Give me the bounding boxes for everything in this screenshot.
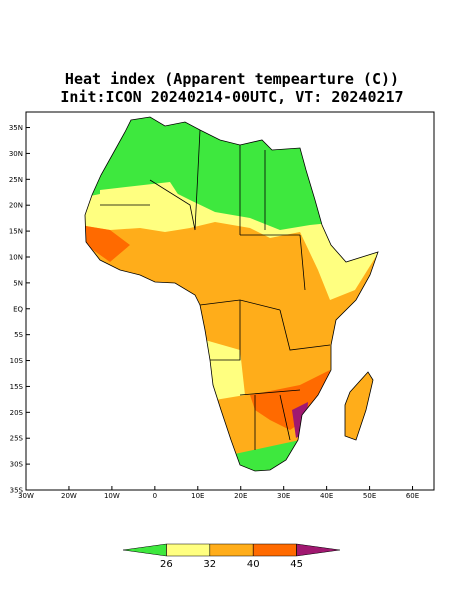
africa-coast	[84, 116, 379, 472]
map-subtitle: Init:ICON 20240214-00UTC, VT: 20240217	[60, 88, 403, 106]
colorbar-swatch	[122, 543, 167, 557]
y-tick-label: 20N	[9, 202, 23, 210]
map-title: Heat index (Apparent tempearture (C))	[65, 70, 399, 88]
y-tick-label: 15S	[10, 383, 24, 391]
x-tick-label: 20E	[234, 492, 247, 500]
madagascar	[344, 371, 374, 441]
y-tick-label: 5N	[13, 279, 23, 287]
y-tick-label: 30S	[10, 461, 24, 469]
colorbar-label: 40	[247, 559, 260, 570]
field-hot-west	[85, 225, 130, 262]
colorbar-swatch	[296, 543, 341, 557]
map-frame	[25, 111, 435, 491]
colorbar-swatch	[252, 543, 297, 557]
x-tick-label: 20W	[61, 492, 77, 500]
field-yellow-angola	[205, 340, 245, 400]
y-tick-label: 5S	[14, 331, 23, 339]
y-tick-label: 20S	[10, 409, 24, 417]
y-tick-label: 10S	[10, 357, 24, 365]
y-tick-label: 30N	[9, 150, 23, 158]
y-tick-label: 25S	[10, 435, 24, 443]
x-tick-label: 60E	[406, 492, 419, 500]
colorbar-swatch	[166, 543, 211, 557]
boundaries	[84, 116, 379, 472]
colorbar-label: 26	[160, 559, 173, 570]
y-tick-label: 15N	[9, 228, 23, 236]
x-tick-label: 30E	[277, 492, 290, 500]
colorbar-swatch	[209, 543, 254, 557]
axis-ticks: 30W 20W 10W 0 10E 20E 30E 40E 50E 60E 35N 30N 25N 20N…	[9, 124, 419, 500]
x-tick-label: 10W	[104, 492, 120, 500]
x-tick-label: 30W	[18, 492, 34, 500]
y-tick-label: 35S	[10, 487, 24, 495]
colorbar: 26 32 40 45	[122, 543, 341, 570]
x-tick-label: 40E	[320, 492, 333, 500]
colorbar-label: 32	[203, 559, 216, 570]
y-tick-label: 10N	[9, 253, 23, 261]
field-hot	[250, 370, 330, 430]
x-tick-label: 0	[153, 492, 157, 500]
country-borders	[100, 129, 331, 450]
y-tick-label: EQ	[13, 305, 23, 313]
y-tick-label: 25N	[9, 176, 23, 184]
x-tick-label: 50E	[363, 492, 376, 500]
colorbar-label: 45	[290, 559, 303, 570]
field-yellow-west	[100, 182, 185, 225]
y-tick-label: 35N	[9, 124, 23, 132]
x-tick-label: 10E	[191, 492, 204, 500]
